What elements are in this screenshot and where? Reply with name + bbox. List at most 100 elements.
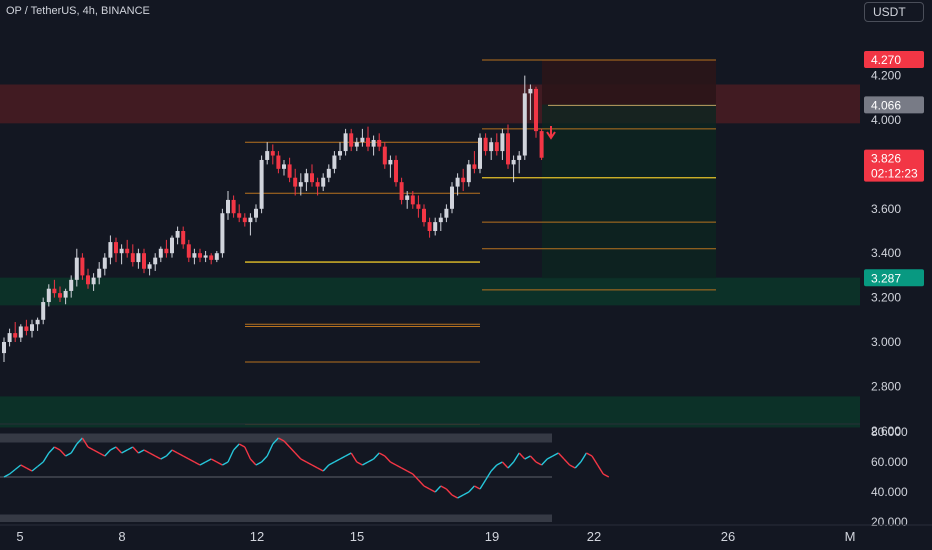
rsi-line-segment: [177, 452, 184, 457]
rsi-oversold-band: [0, 514, 552, 522]
candle-body: [237, 213, 242, 218]
rsi-line-segment: [138, 449, 145, 454]
candle-body: [125, 248, 130, 254]
price-badge-top: [864, 51, 924, 69]
candle-body: [170, 237, 174, 254]
rsi-line-segment: [48, 446, 55, 454]
rsi-line-segment: [115, 446, 123, 454]
rsi-line-segment: [59, 449, 67, 457]
rsi-line-segment: [165, 449, 173, 457]
rsi-axis-tick-label: 40.000: [871, 485, 908, 499]
candle-body: [343, 133, 348, 152]
candle-body: [539, 131, 544, 158]
rsi-line-segment: [266, 443, 274, 457]
candle-body: [86, 275, 90, 285]
rsi-line-segment: [110, 446, 117, 451]
rsi-line-segment: [378, 452, 386, 457]
rsi-line-segment: [244, 446, 252, 460]
candle-body: [231, 199, 236, 214]
rsi-line-segment: [445, 488, 453, 496]
candle-body: [338, 151, 342, 156]
candle-body: [427, 222, 432, 231]
candle-body: [130, 253, 135, 263]
rsi-line-segment: [54, 446, 61, 451]
candle-body: [108, 242, 113, 258]
rsi-line-segment: [222, 461, 229, 466]
candle-body: [147, 264, 152, 269]
rsi-line-segment: [81, 437, 89, 448]
rsi-line-segment: [76, 437, 83, 445]
resistance-zone: [0, 84, 860, 124]
currency-selector-button[interactable]: USDT: [864, 2, 924, 22]
price-badge-current-text: 4.066: [871, 98, 901, 112]
rsi-line-segment: [423, 485, 430, 490]
candle-body: [186, 244, 191, 258]
rsi-line-segment: [37, 461, 44, 468]
candle-body: [24, 326, 29, 331]
candle-body: [438, 217, 443, 223]
candle-body: [270, 151, 275, 156]
rsi-line-segment: [518, 452, 526, 460]
rsi-line-segment: [406, 470, 414, 475]
rsi-line-segment: [65, 452, 72, 457]
candle-body: [371, 139, 376, 147]
candle-body: [198, 253, 202, 258]
rsi-line-segment: [20, 464, 27, 469]
rsi-line-segment: [31, 465, 39, 472]
price-axis-tick-label: 4.200: [871, 69, 901, 83]
candle-body: [214, 253, 219, 260]
rsi-line-segment: [216, 461, 223, 466]
rsi-line-segment: [362, 461, 369, 466]
rsi-line-segment: [272, 437, 279, 445]
rsi-line-segment: [440, 485, 447, 490]
candle-body: [259, 159, 264, 209]
time-axis-tick-label: 22: [587, 529, 601, 544]
rsi-line-segment: [513, 452, 520, 463]
rsi-line-segment: [283, 440, 291, 448]
candle-body: [276, 155, 281, 169]
rsi-line-segment: [457, 494, 464, 499]
rsi-line-segment: [569, 464, 576, 469]
rsi-line-segment: [546, 455, 554, 460]
price-badge-top-text: 4.270: [871, 53, 901, 67]
rsi-line-segment: [98, 452, 106, 457]
candle-body: [119, 248, 124, 254]
time-axis-tick-label: 26: [721, 529, 735, 544]
rsi-line-segment: [367, 458, 374, 463]
rsi-line-segment: [182, 455, 190, 460]
rsi-line-segment: [373, 452, 380, 460]
rsi-line-segment: [434, 485, 442, 493]
candle-body: [220, 213, 225, 254]
rsi-line-segment: [227, 449, 235, 463]
rsi-line-segment: [334, 458, 341, 463]
rsi-line-segment: [462, 491, 470, 496]
candle-body: [366, 137, 370, 147]
rsi-line-segment: [210, 458, 218, 463]
rsi-line-segment: [328, 461, 335, 466]
rsi-line-segment: [171, 449, 178, 454]
rsi-line-segment: [586, 452, 593, 457]
price-axis-tick-label: 3.000: [871, 335, 901, 349]
rsi-line-segment: [412, 473, 419, 481]
candle-body: [506, 133, 510, 165]
candle-body: [80, 257, 85, 276]
candle-body: [164, 248, 169, 254]
candle-body: [52, 288, 57, 294]
support-zone: [0, 277, 860, 306]
rsi-line-segment: [143, 449, 150, 454]
rsi-line-segment: [557, 452, 565, 460]
rsi-line-segment: [574, 461, 582, 469]
candle-body: [293, 177, 298, 187]
price-badge-last-text: 3.826: [871, 152, 901, 166]
rsi-line-segment: [356, 461, 363, 466]
candle-body: [30, 324, 34, 331]
rsi-line-segment: [417, 479, 425, 487]
rsi-line-segment: [451, 494, 458, 499]
rsi-line-segment: [535, 461, 542, 466]
rsi-line-segment: [474, 485, 481, 490]
time-axis-tick-label: 15: [350, 529, 364, 544]
rsi-line-segment: [401, 467, 408, 472]
candle-body: [310, 173, 314, 183]
candle-body: [13, 333, 18, 338]
